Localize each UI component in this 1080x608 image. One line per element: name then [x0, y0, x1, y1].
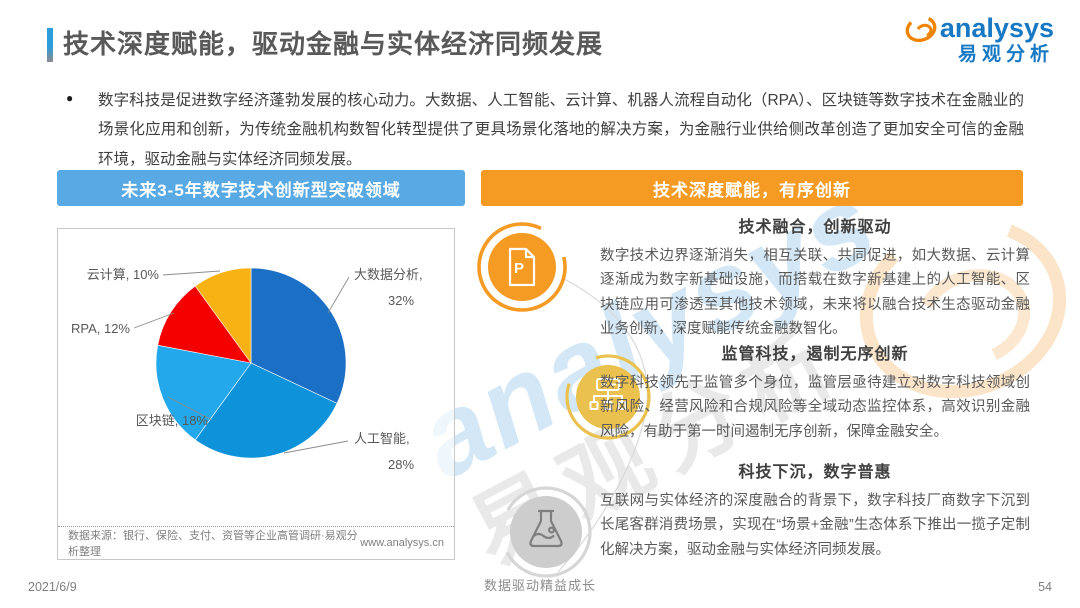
pie-slice: [194, 362, 338, 459]
pie-chart-panel: 大数据分析, 32% 人工智能, 28% 区块链, 18% RPA, 12% 云计算, 10…: [57, 228, 455, 560]
flask-icon: [500, 486, 592, 578]
bullet-icon: ●: [66, 91, 74, 105]
pie-data-label: 人工智能,: [354, 431, 410, 446]
pie-chart: 大数据分析, 32% 人工智能, 28% 区块链, 18% RPA, 12% 云计算, 10…: [71, 267, 423, 472]
right-panel-header: 技术深度赋能，有序创新: [481, 170, 1023, 206]
pie-data-label: 区块链, 18%: [136, 413, 209, 428]
page-number: 54: [1038, 580, 1052, 594]
section-title: 监管科技，遏制无序创新: [721, 346, 909, 363]
page-title: 技术深度赋能，驱动金融与实体经济同频发展: [63, 29, 604, 59]
pie-data-label: 云计算, 10%: [87, 267, 160, 282]
pie-leader-line: [167, 396, 213, 421]
section-tech-inclusion: 科技下沉，数字普惠 互联网与实体经济的深度融合的背景下，数字科技厂商数字下沉到长…: [600, 458, 1030, 562]
section-title: 技术融合，创新驱动: [738, 219, 892, 236]
chart-source-row: 数据来源：银行、保险、支付、资管等企业高管调研·易观分析整理 www.analy…: [58, 526, 454, 559]
logo-swirl-icon: [905, 15, 937, 42]
pie-leader-line: [283, 440, 349, 454]
section-regtech: 监管科技，遏制无序创新 数字科技领先于监管多个身位，监管层亟待建立对数字科技领域…: [600, 340, 1030, 444]
chart-source-text: 数据来源：银行、保险、支付、资管等企业高管调研·易观分析整理: [68, 530, 358, 558]
section-body: 互联网与实体经济的深度融合的背景下，数字科技厂商数字下沉到长尾客群消费场景，实现…: [600, 493, 1030, 558]
document-p-icon: P: [477, 222, 567, 312]
pie-slice: [155, 344, 252, 441]
section-body: 数字科技领先于监管多个身位，监管层亟待建立对数字科技领域创新风险、经营风险和合规…: [600, 375, 1030, 440]
website-link[interactable]: www.analysys.cn: [360, 537, 444, 549]
logo-brand-cn-text: 易观分析: [957, 44, 1054, 65]
pie-leader-line: [327, 276, 350, 314]
brand-logo: analysys 易观分析: [904, 14, 1054, 64]
pie-data-label: 32%: [388, 293, 414, 308]
section-tech-fusion: 技术融合，创新驱动 数字技术边界逐渐消失，相互关联、共同促进，如大数据、云计算逐…: [600, 213, 1030, 341]
sitemap-icon: [565, 354, 651, 440]
pie-slice: [194, 267, 252, 364]
pie-slice: [250, 267, 347, 404]
section-title: 科技下沉，数字普惠: [738, 464, 892, 481]
intro-text: 数字科技是促进数字经济蓬勃发展的核心动力。大数据、人工智能、云计算、机器人流程自…: [98, 92, 1024, 168]
pie-data-label: 28%: [388, 457, 414, 472]
pie-slice: [157, 285, 252, 364]
footer-motto: 数据驱动精益成长: [483, 578, 596, 593]
title-accent-bar: [47, 28, 53, 62]
intro-paragraph: ● 数字科技是促进数字经济蓬勃发展的核心动力。大数据、人工智能、云计算、机器人流…: [66, 86, 1024, 174]
footer-date: 2021/6/9: [28, 580, 77, 594]
pie-leader-line: [162, 270, 221, 276]
pie-data-label: RPA, 12%: [71, 321, 130, 336]
pie-leader-line: [133, 312, 175, 329]
section-body: 数字技术边界逐渐消失，相互关联、共同促进，如大数据、云计算逐渐成为数字新基础设施…: [600, 248, 1030, 338]
svg-text:P: P: [514, 260, 524, 277]
pie-data-label: 大数据分析,: [354, 267, 423, 282]
logo-brand-text: analysys: [939, 13, 1054, 43]
left-panel-header: 未来3-5年数字技术创新型突破领域: [57, 170, 465, 206]
